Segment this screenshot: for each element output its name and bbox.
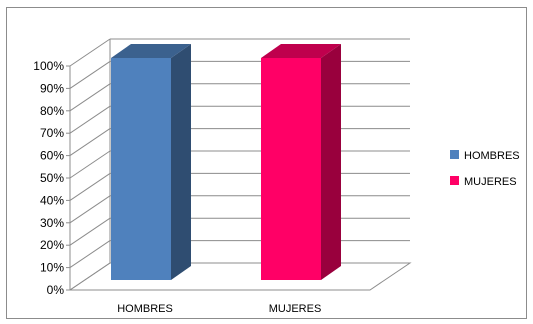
legend-swatch-hombres bbox=[450, 150, 459, 159]
side-gridline bbox=[69, 60, 111, 89]
y-tick-label: 60% bbox=[40, 149, 64, 163]
y-tick-label: 80% bbox=[40, 104, 64, 118]
bar-mujeres-top bbox=[261, 44, 341, 58]
y-tick-label: 20% bbox=[40, 238, 64, 252]
x-tick-label: HOMBRES bbox=[117, 303, 173, 315]
side-gridline bbox=[69, 262, 111, 291]
bar-mujeres-front bbox=[261, 58, 321, 280]
side-gridline bbox=[69, 240, 111, 269]
side-gridline bbox=[69, 195, 111, 224]
side-gridline bbox=[69, 172, 111, 201]
y-tick-label: 100% bbox=[33, 59, 64, 73]
y-tick-label: 50% bbox=[40, 171, 64, 185]
legend-swatch-mujeres bbox=[450, 176, 459, 185]
y-tick-label: 90% bbox=[40, 81, 64, 95]
y-tick-label: 40% bbox=[40, 193, 64, 207]
bar-mujeres-side bbox=[321, 44, 341, 280]
legend-label-mujeres: MUJERES bbox=[464, 176, 517, 188]
legend-label-hombres: HOMBRES bbox=[464, 150, 520, 162]
y-tick-label: 0% bbox=[47, 283, 65, 297]
y-tick-label: 30% bbox=[40, 216, 64, 230]
bar-hombres-front bbox=[111, 58, 171, 280]
side-gridline bbox=[69, 38, 111, 67]
bar-hombres-top bbox=[111, 44, 191, 58]
bar-hombres-side bbox=[171, 44, 191, 280]
y-tick-label: 10% bbox=[40, 261, 64, 275]
side-gridline bbox=[69, 150, 111, 179]
x-tick-label: MUJERES bbox=[269, 303, 322, 315]
side-gridline bbox=[69, 105, 111, 134]
side-gridline bbox=[69, 217, 111, 246]
side-gridline bbox=[69, 128, 111, 157]
side-gridline bbox=[69, 83, 111, 112]
y-tick-label: 70% bbox=[40, 126, 64, 140]
